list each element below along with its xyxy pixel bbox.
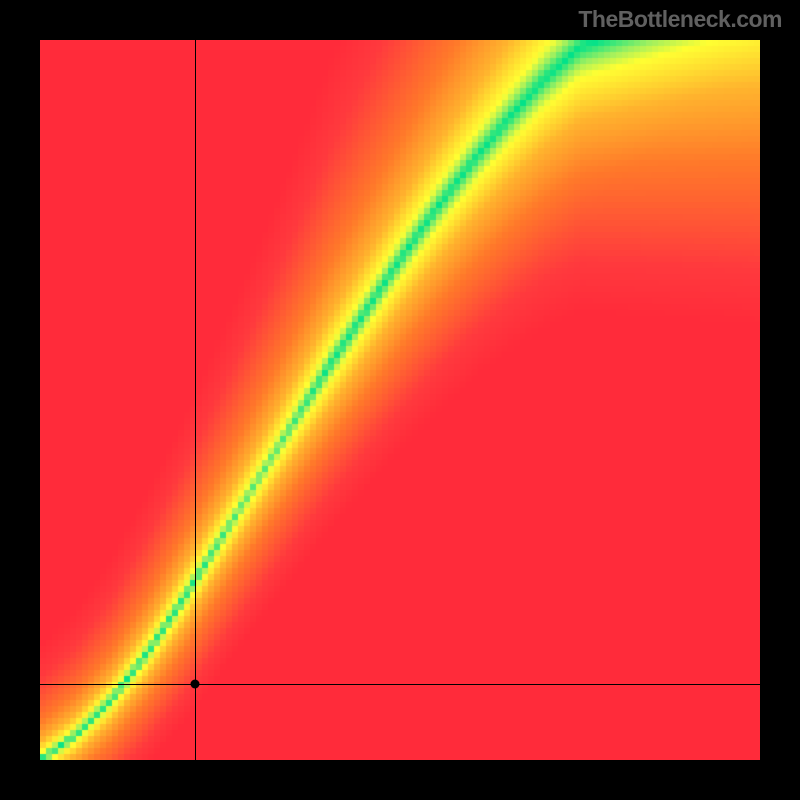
heatmap-plot (40, 40, 760, 760)
heatmap-canvas (40, 40, 760, 760)
crosshair-horizontal (40, 684, 760, 685)
watermark-text: TheBottleneck.com (578, 6, 782, 33)
selection-dot (190, 680, 199, 689)
crosshair-vertical (195, 40, 196, 760)
